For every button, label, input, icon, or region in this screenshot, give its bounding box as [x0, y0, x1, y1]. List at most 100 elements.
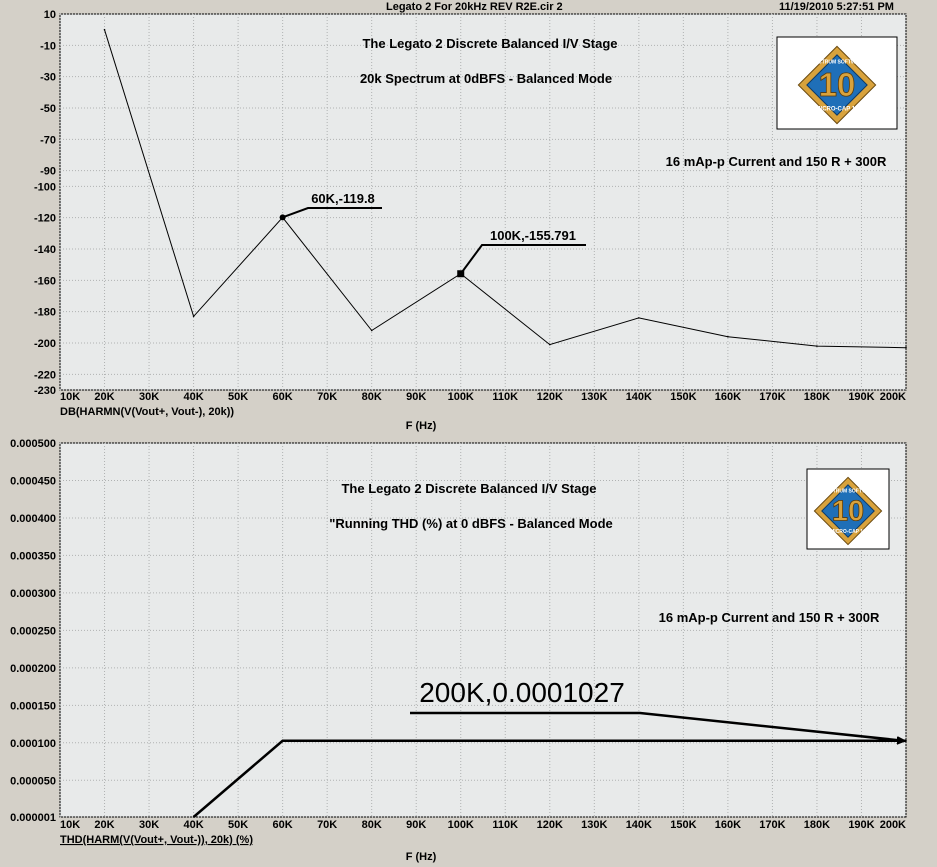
logo-number: 10 [832, 495, 864, 527]
data-point [549, 740, 551, 742]
annotation-2: 100K,-155.791 [457, 228, 586, 278]
y-tick-label: 0.000200 [10, 663, 56, 675]
annotation-marker [457, 270, 465, 278]
x-tick-label: 100K [448, 819, 474, 831]
data-point [905, 346, 907, 349]
data-point [727, 740, 729, 742]
x-tick-label: 130K [581, 391, 607, 403]
x-tick-label: 130K [581, 819, 607, 831]
chart-title: The Legato 2 Discrete Balanced I/V Stage [341, 481, 596, 496]
x-tick-label: 40K [183, 819, 203, 831]
x-tick-label: 30K [139, 391, 159, 403]
x-tick-label: 180K [804, 819, 830, 831]
x-tick-label: 50K [228, 819, 248, 831]
x-tick-label: 140K [626, 391, 652, 403]
data-point [816, 345, 818, 347]
x-tick-label: 100K [448, 391, 474, 403]
y-tick-label: 0.000400 [10, 513, 56, 525]
x-tick-label: 160K [715, 391, 741, 403]
chart-panel-2: 0.000500 0.000450 0.000400 0.000350 0.000300… [10, 438, 907, 863]
series-line-1 [104, 29, 907, 349]
x-tick-label: 30K [139, 819, 159, 831]
y-tick-label: -90 [40, 166, 56, 178]
window-title: Legato 2 For 20kHz REV R2E.cir 2 [386, 1, 563, 13]
x-tick-label: 200K [880, 391, 906, 403]
y-tick-label: 0.000450 [10, 475, 56, 487]
annotation-label: 100K,-155.791 [490, 228, 576, 243]
data-point [549, 343, 551, 346]
data-point [370, 740, 373, 742]
logo-number: 10 [819, 66, 856, 103]
chart-subtitle: "Running THD (%) at 0 dBFS - Balanced Mo… [329, 516, 613, 531]
chart-subtitle: 20k Spectrum at 0dBFS - Balanced Mode [360, 71, 612, 86]
x-tick-label: 50K [228, 391, 248, 403]
x-tick-label: 80K [362, 819, 382, 831]
y-tick-label: 0.000050 [10, 775, 56, 787]
y-tick-label: -30 [40, 72, 56, 84]
y-tick-label: -100 [34, 181, 56, 193]
y-tick-label: -220 [34, 369, 56, 381]
timestamp: 11/19/2010 5:27:51 PM [779, 1, 894, 13]
annotation-label: 60K,-119.8 [311, 191, 375, 206]
logo-diamond-inner [806, 54, 868, 116]
chart-note: 16 mAp-p Current and 150 R + 300R [659, 610, 880, 625]
y-tick-label: 0.000300 [10, 588, 56, 600]
x-tick-label: 10K [60, 391, 80, 403]
x-tick-label: 90K [406, 819, 426, 831]
x-axis-label: F (Hz) [406, 420, 437, 432]
x-tick-label: 190K [848, 391, 874, 403]
data-point [459, 740, 462, 742]
x-tick-label: 40K [183, 391, 203, 403]
x-tick-label: 20K [94, 819, 114, 831]
data-point [727, 335, 729, 338]
y-tick-label: 0.000350 [10, 550, 56, 562]
x-tick-label: 160K [715, 819, 741, 831]
annotation-leader [282, 207, 382, 219]
logo-top-text: SPECTRUM SOFTWARE [819, 489, 877, 495]
y-tick-label: -120 [34, 213, 56, 225]
y-axis-label: THD(HARM(V(Vout+, Vout-)), 20k) (%) [60, 834, 253, 846]
x-tick-label: 190K [848, 819, 874, 831]
y-tick-label: -140 [34, 244, 56, 256]
x-tick-label: 140K [626, 819, 652, 831]
y-axis-label: DB(HARMN(V(Vout+, Vout-), 20k)) [60, 406, 234, 418]
x-tick-label: 80K [362, 391, 382, 403]
x-tick-label: 70K [317, 819, 337, 831]
x-tick-label: 170K [759, 391, 785, 403]
chart-panel-1: 10 -10 -30 -50 -70 -90 -100 -120 -140 -160 -180 -20… [34, 9, 907, 432]
x-axis-label: F (Hz) [406, 851, 437, 863]
x-tick-label: 70K [317, 391, 337, 403]
y-tick-label: -70 [40, 134, 56, 146]
y-tick-label: 10 [44, 9, 56, 21]
x-tick-label: 90K [406, 391, 426, 403]
annotation-leader [410, 711, 907, 745]
data-point [192, 315, 195, 318]
x-tick-label: 120K [537, 819, 563, 831]
y-tick-label: -200 [34, 338, 56, 350]
annotation-1: 60K,-119.8 [279, 191, 382, 221]
annotation-label: 200K,0.0001027 [419, 677, 625, 708]
x-tick-label: 180K [804, 391, 830, 403]
x-tick-label: 110K [492, 819, 518, 831]
x-tick-label: 60K [273, 819, 293, 831]
annotation-1: 200K,0.0001027 [410, 677, 907, 745]
y-tick-label: 0.000500 [10, 438, 56, 450]
y-tick-label: -50 [40, 103, 56, 115]
y-tick-label: 0.000001 [10, 812, 56, 824]
annotation-marker [279, 214, 286, 221]
data-point [192, 816, 195, 818]
data-point [638, 740, 640, 742]
data-point [816, 740, 818, 742]
y-tick-label: -10 [40, 40, 56, 52]
logo-diamond-inner [821, 484, 875, 538]
logo-bottom-text: MICRO-CAP 10 [816, 107, 860, 113]
x-tick-label: 10K [60, 819, 80, 831]
y-tick-label: 0.000250 [10, 625, 56, 637]
x-tick-label: 150K [670, 391, 696, 403]
data-point [103, 28, 106, 31]
x-tick-label: 60K [273, 391, 293, 403]
logo-bottom-text: MICRO-CAP 10 [830, 529, 866, 535]
